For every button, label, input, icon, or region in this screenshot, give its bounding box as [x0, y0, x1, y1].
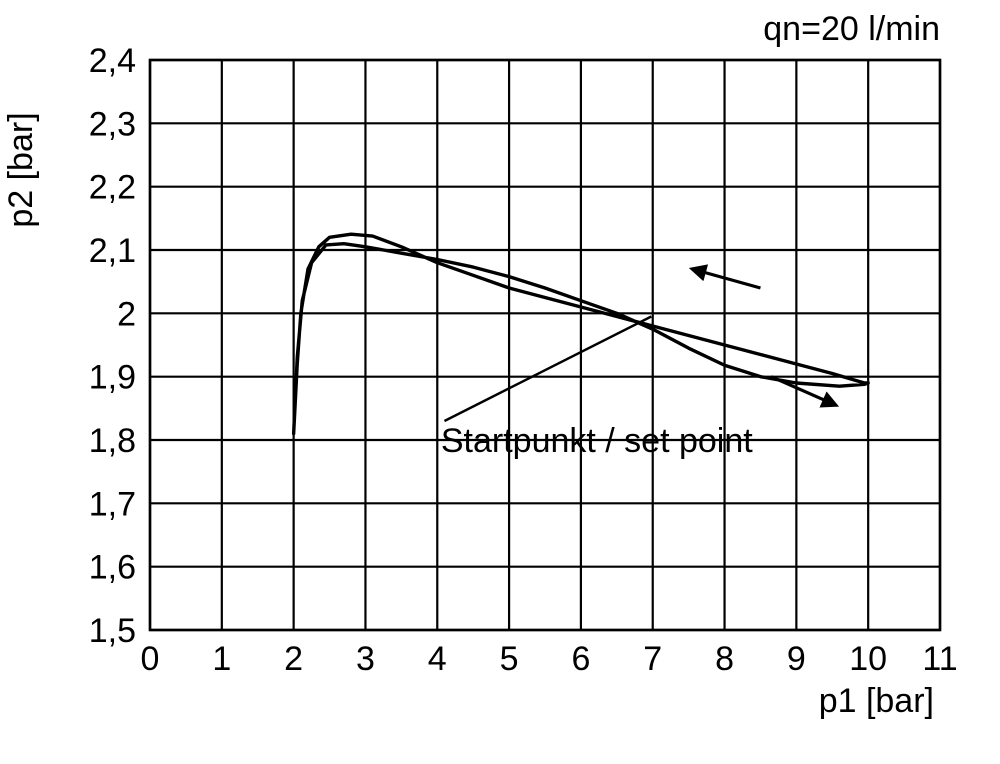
ytick-label: 2,1	[89, 232, 136, 270]
ytick-label: 2,3	[89, 105, 136, 143]
xtick-label: 1	[212, 640, 231, 678]
ytick-label: 1,5	[89, 612, 136, 650]
annotation-label: Startpunkt / set point	[441, 422, 753, 460]
xtick-label: 10	[849, 640, 887, 678]
chart-svg: 0 1 2 3 4 5 6 7 8 9 10 11 1,5 1,6 1,7 1,8 1,9 2 2,1 2,2 2,3 2…	[0, 0, 1000, 764]
xtick-label: 11	[922, 640, 957, 678]
xtick-label: 9	[787, 640, 806, 678]
ytick-label: 1,6	[89, 549, 136, 587]
ytick-label: 2	[117, 295, 136, 333]
ytick-label: 1,7	[89, 485, 136, 523]
xtick-label: 2	[284, 640, 303, 678]
xtick-label: 0	[141, 640, 160, 678]
xtick-label: 8	[715, 640, 734, 678]
x-axis-label: p1 [bar]	[819, 682, 934, 720]
ytick-label: 2,4	[89, 42, 136, 80]
xtick-label: 7	[643, 640, 662, 678]
ytick-label: 2,2	[89, 169, 136, 207]
xtick-label: 5	[500, 640, 519, 678]
flow-label: qn=20 l/min	[763, 10, 940, 48]
chart-container: { "chart": { "type": "line", "flow_label…	[0, 0, 1000, 764]
xtick-label: 3	[356, 640, 375, 678]
ytick-label: 1,9	[89, 359, 136, 397]
xtick-label: 4	[428, 640, 447, 678]
y-axis-label: p2 [bar]	[2, 112, 40, 227]
xtick-label: 6	[571, 640, 590, 678]
ytick-label: 1,8	[89, 422, 136, 460]
